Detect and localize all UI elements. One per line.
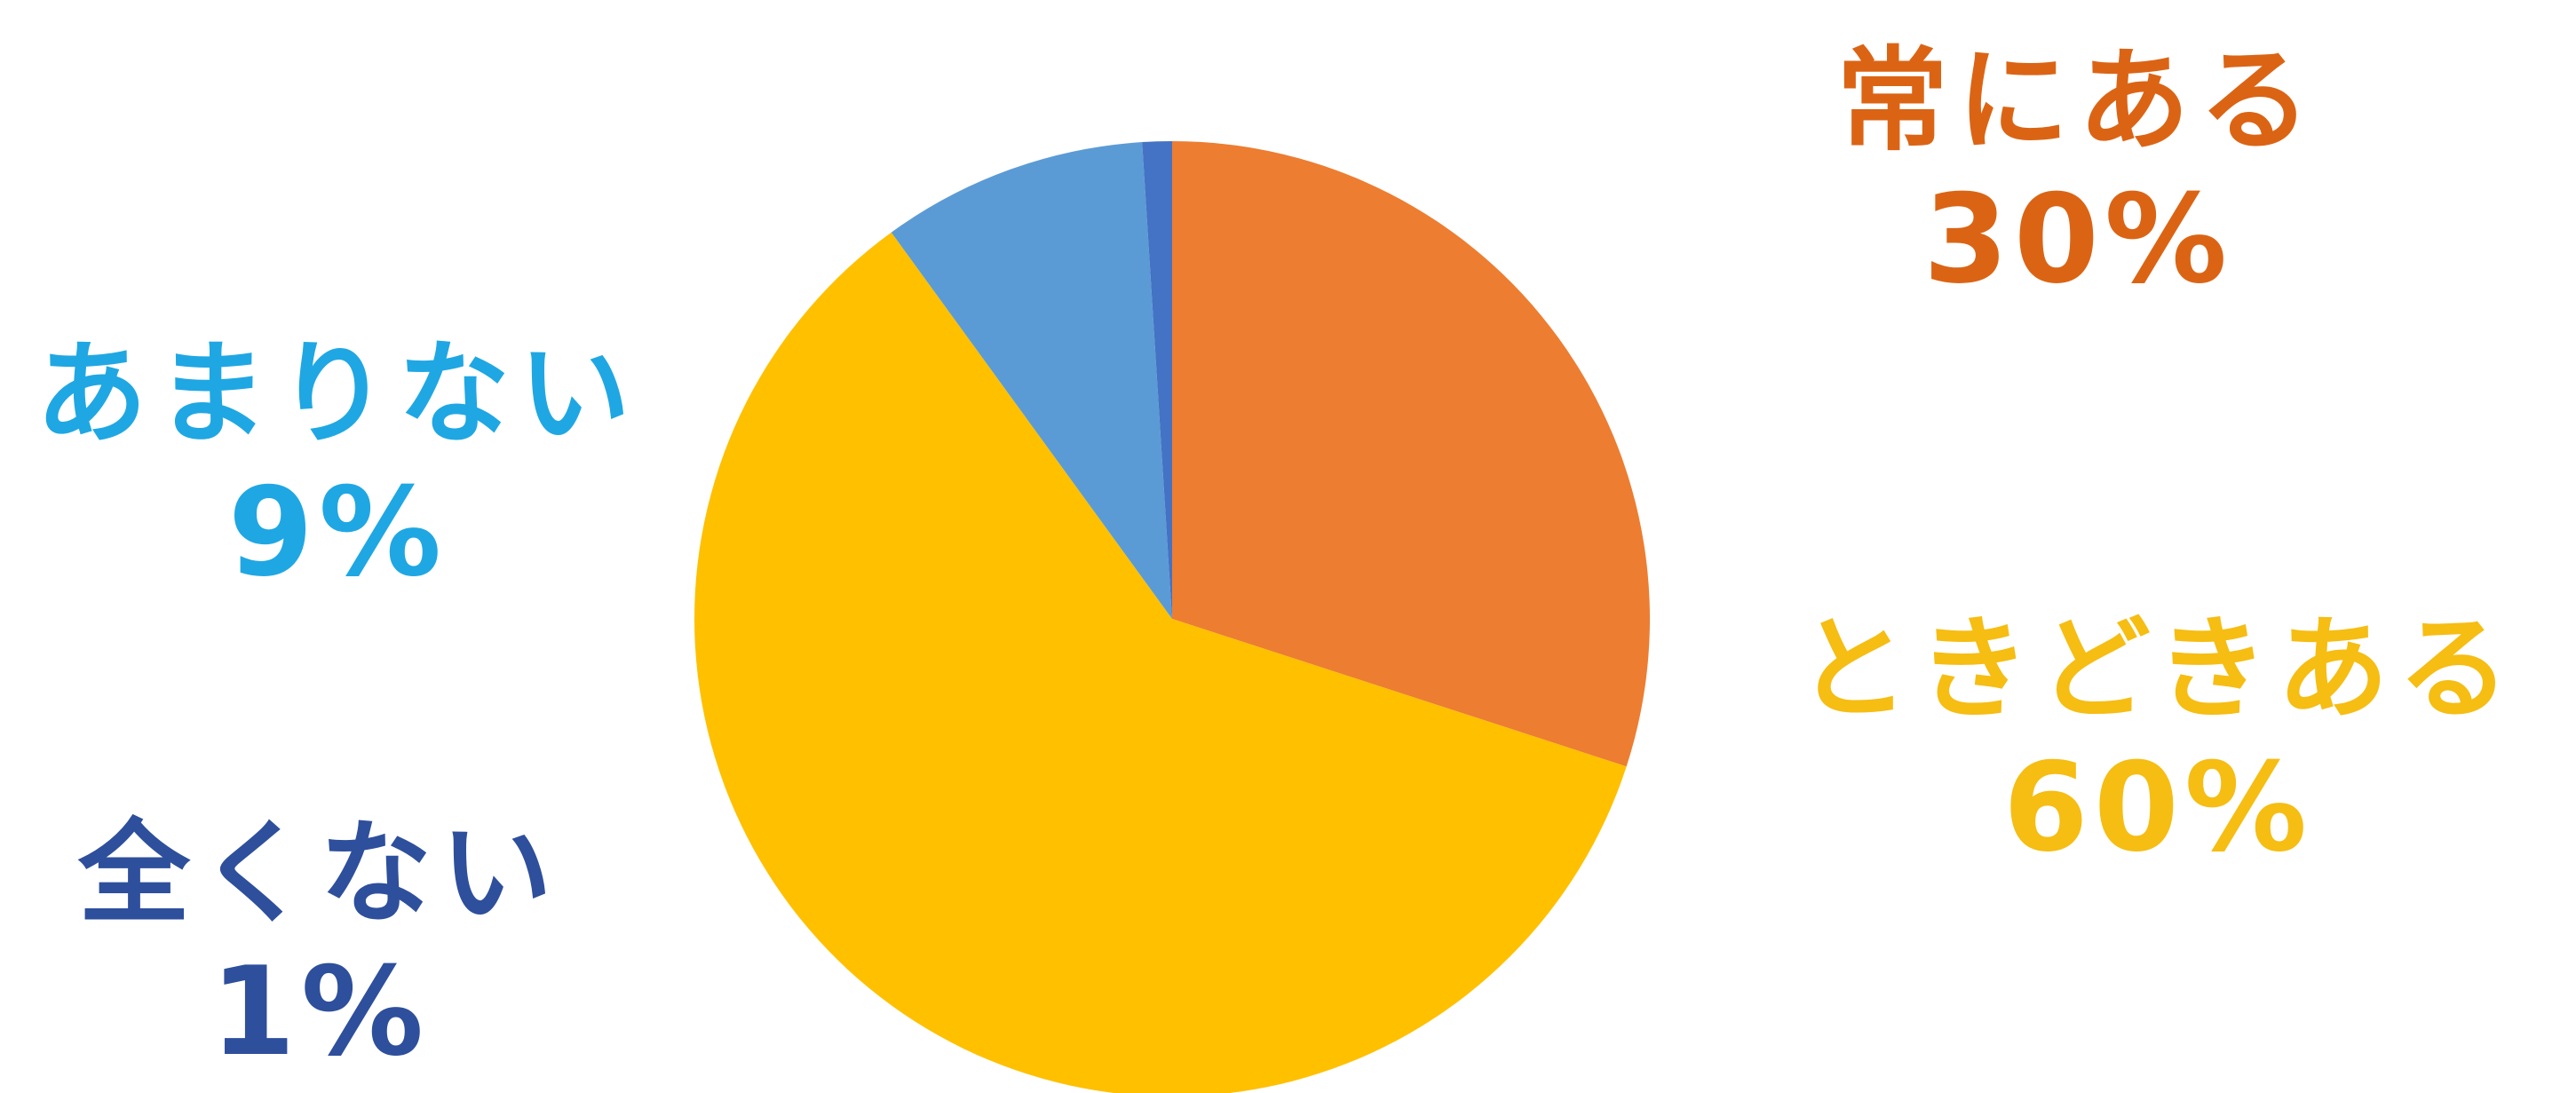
pie-slice-sometimes	[694, 232, 1627, 1093]
slice-percent-always: 30%	[1922, 167, 2233, 311]
slice-percent-sometimes: 60%	[2002, 735, 2313, 879]
slice-name-sometimes: ときどきある	[1796, 604, 2519, 734]
slice-name-always: 常にある	[1836, 36, 2319, 166]
slice-label-sometimes: ときどきある 60%	[1740, 604, 2575, 881]
pie-slices	[694, 141, 1651, 1093]
pie-slice-rarely	[891, 142, 1172, 619]
slice-name-never: 全くない	[78, 808, 561, 939]
slice-label-never: 全くない 1%	[36, 808, 604, 1085]
pie-slice-never	[1142, 141, 1172, 619]
slice-percent-never: 1%	[210, 939, 430, 1083]
slice-label-always: 常にある 30%	[1758, 36, 2398, 313]
slice-name-rarely: あまりない	[36, 329, 639, 459]
pie-slice-always	[1172, 141, 1651, 767]
slice-percent-rarely: 9%	[227, 460, 448, 604]
slice-label-rarely: あまりない 9%	[0, 329, 675, 606]
